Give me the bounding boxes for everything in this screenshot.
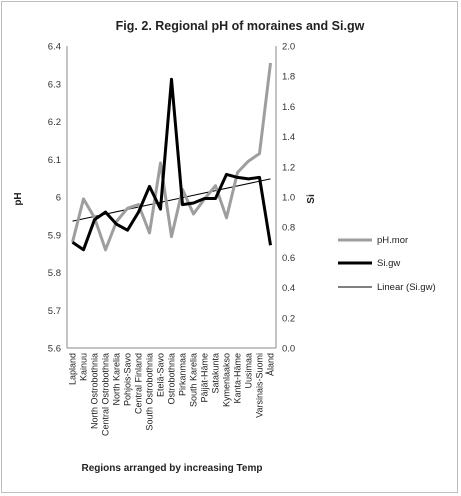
category-label: North Karelia	[112, 353, 122, 406]
right-axis-label: Si	[306, 194, 317, 204]
category-label: Central Finland	[134, 353, 144, 414]
category-label: Satakunta	[211, 353, 221, 394]
left-tick-labels: 5.6 5.7 5.8 5.9 6 6.1 6.2 6.3 6.4	[48, 42, 61, 355]
category-label: Etelä-Savo	[156, 353, 166, 397]
right-tick-label: 2.0	[282, 42, 295, 53]
right-tick-label: 1.4	[282, 132, 295, 143]
left-tick-label: 6.1	[48, 155, 61, 166]
category-label: Ostrobothnia	[167, 353, 177, 405]
category-label: Kainuu	[79, 353, 89, 381]
series-line-si-gw	[71, 77, 272, 252]
left-tick-label: 5.8	[48, 268, 61, 279]
legend-label-trendline: Linear (Si.gw)	[377, 282, 436, 293]
chart-title: Fig. 2. Regional pH of moraines and Si.g…	[116, 19, 365, 33]
left-tick-label: 6.4	[48, 42, 61, 53]
category-label: North Ostrobothnia	[90, 353, 100, 429]
category-label: Kanta-Häme	[233, 353, 243, 404]
right-tick-label: 0.8	[282, 223, 295, 234]
category-label: Åland	[266, 353, 276, 376]
right-tick-label: 0.4	[282, 283, 295, 294]
left-tick-label: 6.2	[48, 117, 61, 128]
category-label: Varsinais-Suomi	[255, 353, 265, 418]
category-label: Pohjois-Savo	[123, 353, 133, 406]
category-label: Uusimaa	[244, 353, 254, 389]
right-tick-label: 0.2	[282, 313, 295, 324]
category-label: Central Ostrobothnia	[101, 353, 111, 436]
category-label: South Ostrobothnia	[145, 353, 155, 431]
series-line-ph-mor	[71, 62, 272, 252]
category-label: South Karelia	[189, 353, 199, 407]
x-axis-label: Regions arranged by increasing Temp	[82, 463, 263, 474]
category-label: Kymenlaakso	[222, 353, 232, 407]
legend-label-ph-mor: pH.mor	[377, 235, 408, 246]
left-tick-label: 6	[56, 193, 61, 204]
category-label: Pirkanmaa	[178, 353, 188, 396]
legend: pH.mor Si.gw Linear (Si.gw)	[338, 235, 436, 293]
left-tick-label: 5.9	[48, 230, 61, 241]
legend-label-si-gw: Si.gw	[377, 258, 400, 269]
right-tick-label: 0.6	[282, 253, 295, 264]
right-tick-label: 0.0	[282, 344, 295, 355]
right-tick-label: 1.2	[282, 162, 295, 173]
category-labels: Lapland Kainuu North Ostrobothnia Central O…	[68, 353, 276, 436]
left-axis-label: pH	[13, 192, 24, 205]
left-tick-label: 5.7	[48, 306, 61, 317]
right-tick-label: 1.8	[282, 72, 295, 83]
left-tick-label: 5.6	[48, 344, 61, 355]
category-label: Lapland	[68, 353, 78, 385]
right-tick-label: 1.6	[282, 102, 295, 113]
right-tick-labels: 0.0 0.2 0.4 0.6 0.8 1.0 1.2 1.4 1.6 1.8 2.0	[282, 42, 295, 355]
category-label: Päijät-Häme	[200, 353, 210, 403]
right-tick-label: 1.0	[282, 193, 295, 204]
left-tick-label: 6.3	[48, 79, 61, 90]
